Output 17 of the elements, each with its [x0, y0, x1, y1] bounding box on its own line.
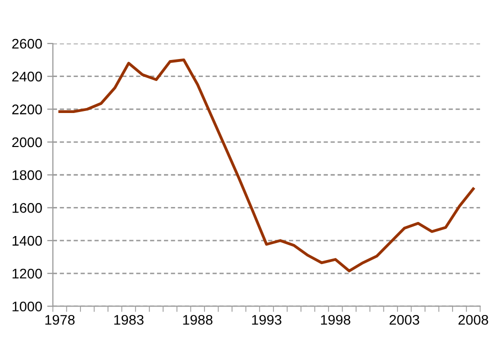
y-tick-label: 1800 — [12, 170, 42, 180]
y-tick-label: 1200 — [12, 268, 42, 279]
x-tick-label: 1978 — [45, 314, 75, 325]
y-tick-label: 1600 — [12, 203, 42, 213]
y-tick-label: 2000 — [12, 137, 42, 148]
y-tick-label: 1400 — [12, 236, 42, 246]
y-tick-label: 2600 — [12, 38, 42, 49]
x-tick-label: 2003 — [390, 314, 420, 325]
y-tick-label: 2400 — [12, 72, 42, 82]
y-tick-label: 1000 — [12, 302, 42, 312]
line-series — [58, 58, 475, 272]
x-tick-label: 1998 — [321, 314, 350, 325]
x-tick-label: 2008 — [458, 314, 488, 325]
x-tick-label: 1983 — [114, 314, 144, 325]
x-tick-label: 1993 — [252, 314, 282, 325]
y-tick-label: 2200 — [12, 104, 42, 114]
x-tick-label: 1988 — [183, 314, 212, 325]
